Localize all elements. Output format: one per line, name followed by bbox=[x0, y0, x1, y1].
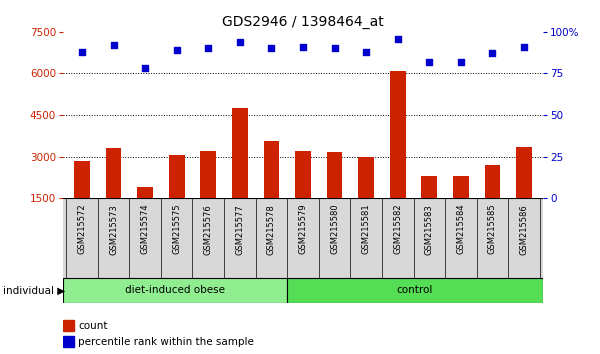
Point bbox=[456, 59, 466, 65]
Bar bbox=[453, 176, 469, 198]
Point bbox=[235, 39, 245, 45]
Point bbox=[488, 51, 497, 56]
Text: GSM215575: GSM215575 bbox=[172, 204, 181, 255]
Point bbox=[361, 49, 371, 55]
Text: GSM215579: GSM215579 bbox=[299, 204, 308, 255]
Text: GSM215586: GSM215586 bbox=[520, 204, 529, 255]
Bar bbox=[169, 155, 185, 198]
Bar bbox=[421, 176, 437, 198]
Point bbox=[298, 44, 308, 50]
Text: individual ▶: individual ▶ bbox=[3, 285, 65, 295]
Text: GSM215573: GSM215573 bbox=[109, 204, 118, 255]
Point bbox=[140, 65, 150, 71]
Bar bbox=[358, 156, 374, 198]
Text: GSM215578: GSM215578 bbox=[267, 204, 276, 255]
Bar bbox=[516, 147, 532, 198]
Point bbox=[393, 36, 403, 41]
Bar bbox=[295, 151, 311, 198]
Bar bbox=[63, 336, 74, 347]
Point bbox=[77, 49, 87, 55]
Text: percentile rank within the sample: percentile rank within the sample bbox=[79, 337, 254, 347]
Bar bbox=[200, 151, 216, 198]
Text: GSM215574: GSM215574 bbox=[140, 204, 149, 255]
Bar bbox=[263, 141, 280, 198]
Bar bbox=[326, 153, 343, 198]
Bar bbox=[74, 161, 90, 198]
Bar bbox=[232, 108, 248, 198]
Text: GSM215583: GSM215583 bbox=[425, 204, 434, 255]
Text: GSM215576: GSM215576 bbox=[204, 204, 213, 255]
Bar bbox=[485, 165, 500, 198]
Point bbox=[203, 46, 213, 51]
Text: diet-induced obese: diet-induced obese bbox=[125, 285, 225, 295]
Text: GSM215577: GSM215577 bbox=[235, 204, 244, 255]
Text: control: control bbox=[397, 285, 433, 295]
Text: GSM215585: GSM215585 bbox=[488, 204, 497, 255]
Point bbox=[109, 42, 118, 48]
Text: GSM215581: GSM215581 bbox=[362, 204, 371, 255]
Bar bbox=[106, 148, 121, 198]
Point bbox=[519, 44, 529, 50]
Text: GSM215580: GSM215580 bbox=[330, 204, 339, 255]
FancyBboxPatch shape bbox=[63, 278, 287, 303]
Text: GSM215582: GSM215582 bbox=[393, 204, 402, 255]
Point bbox=[266, 46, 276, 51]
FancyBboxPatch shape bbox=[287, 278, 543, 303]
Bar bbox=[390, 71, 406, 198]
Bar bbox=[137, 187, 153, 198]
Text: count: count bbox=[79, 321, 108, 331]
Point bbox=[330, 46, 340, 51]
Title: GDS2946 / 1398464_at: GDS2946 / 1398464_at bbox=[222, 16, 384, 29]
Text: GSM215572: GSM215572 bbox=[77, 204, 86, 255]
Bar bbox=[63, 320, 74, 331]
Point bbox=[425, 59, 434, 65]
Text: GSM215584: GSM215584 bbox=[457, 204, 466, 255]
Point bbox=[172, 47, 181, 53]
